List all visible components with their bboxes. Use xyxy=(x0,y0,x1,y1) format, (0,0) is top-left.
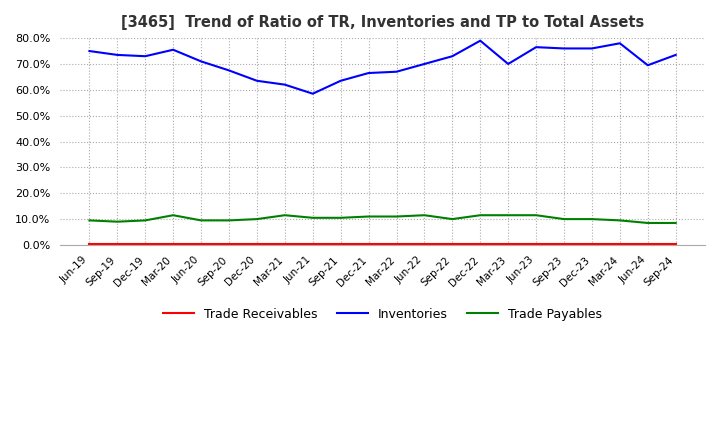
Trade Payables xyxy=(308,215,317,220)
Trade Receivables xyxy=(644,242,652,247)
Trade Payables xyxy=(225,218,233,223)
Trade Receivables xyxy=(197,242,205,247)
Title: [3465]  Trend of Ratio of TR, Inventories and TP to Total Assets: [3465] Trend of Ratio of TR, Inventories… xyxy=(121,15,644,30)
Inventories xyxy=(559,46,568,51)
Trade Receivables xyxy=(113,242,122,247)
Trade Payables xyxy=(644,220,652,226)
Trade Receivables xyxy=(559,242,568,247)
Trade Receivables xyxy=(169,242,178,247)
Trade Receivables xyxy=(532,242,541,247)
Trade Receivables xyxy=(588,242,596,247)
Inventories xyxy=(532,44,541,50)
Trade Receivables xyxy=(336,242,345,247)
Inventories xyxy=(364,70,373,76)
Inventories xyxy=(281,82,289,87)
Inventories xyxy=(644,62,652,68)
Trade Payables xyxy=(392,214,401,219)
Trade Payables xyxy=(616,218,624,223)
Line: Trade Payables: Trade Payables xyxy=(89,215,675,223)
Inventories xyxy=(85,48,94,54)
Trade Payables xyxy=(671,220,680,226)
Trade Payables xyxy=(532,213,541,218)
Trade Receivables xyxy=(281,242,289,247)
Trade Payables xyxy=(113,219,122,224)
Trade Payables xyxy=(504,213,513,218)
Inventories xyxy=(588,46,596,51)
Inventories xyxy=(225,68,233,73)
Trade Payables xyxy=(364,214,373,219)
Legend: Trade Receivables, Inventories, Trade Payables: Trade Receivables, Inventories, Trade Pa… xyxy=(158,303,607,326)
Trade Payables xyxy=(588,216,596,222)
Trade Payables xyxy=(336,215,345,220)
Inventories xyxy=(448,54,456,59)
Trade Payables xyxy=(420,213,428,218)
Trade Receivables xyxy=(364,242,373,247)
Inventories xyxy=(504,61,513,66)
Trade Payables xyxy=(253,216,261,222)
Trade Receivables xyxy=(392,242,401,247)
Inventories xyxy=(141,54,150,59)
Inventories xyxy=(616,40,624,46)
Inventories xyxy=(671,52,680,58)
Trade Receivables xyxy=(253,242,261,247)
Trade Receivables xyxy=(476,242,485,247)
Inventories xyxy=(476,38,485,43)
Trade Receivables xyxy=(671,242,680,247)
Trade Receivables xyxy=(616,242,624,247)
Inventories xyxy=(197,59,205,64)
Inventories xyxy=(308,91,317,96)
Trade Receivables xyxy=(504,242,513,247)
Trade Payables xyxy=(197,218,205,223)
Trade Receivables xyxy=(308,242,317,247)
Inventories xyxy=(336,78,345,84)
Trade Receivables xyxy=(225,242,233,247)
Trade Receivables xyxy=(141,242,150,247)
Inventories xyxy=(113,52,122,58)
Trade Payables xyxy=(281,213,289,218)
Inventories xyxy=(392,69,401,74)
Trade Payables xyxy=(476,213,485,218)
Trade Payables xyxy=(559,216,568,222)
Trade Payables xyxy=(169,213,178,218)
Inventories xyxy=(420,61,428,66)
Trade Receivables xyxy=(448,242,456,247)
Trade Payables xyxy=(85,218,94,223)
Trade Receivables xyxy=(420,242,428,247)
Trade Receivables xyxy=(85,242,94,247)
Inventories xyxy=(169,47,178,52)
Line: Inventories: Inventories xyxy=(89,40,675,94)
Trade Payables xyxy=(141,218,150,223)
Trade Payables xyxy=(448,216,456,222)
Inventories xyxy=(253,78,261,84)
